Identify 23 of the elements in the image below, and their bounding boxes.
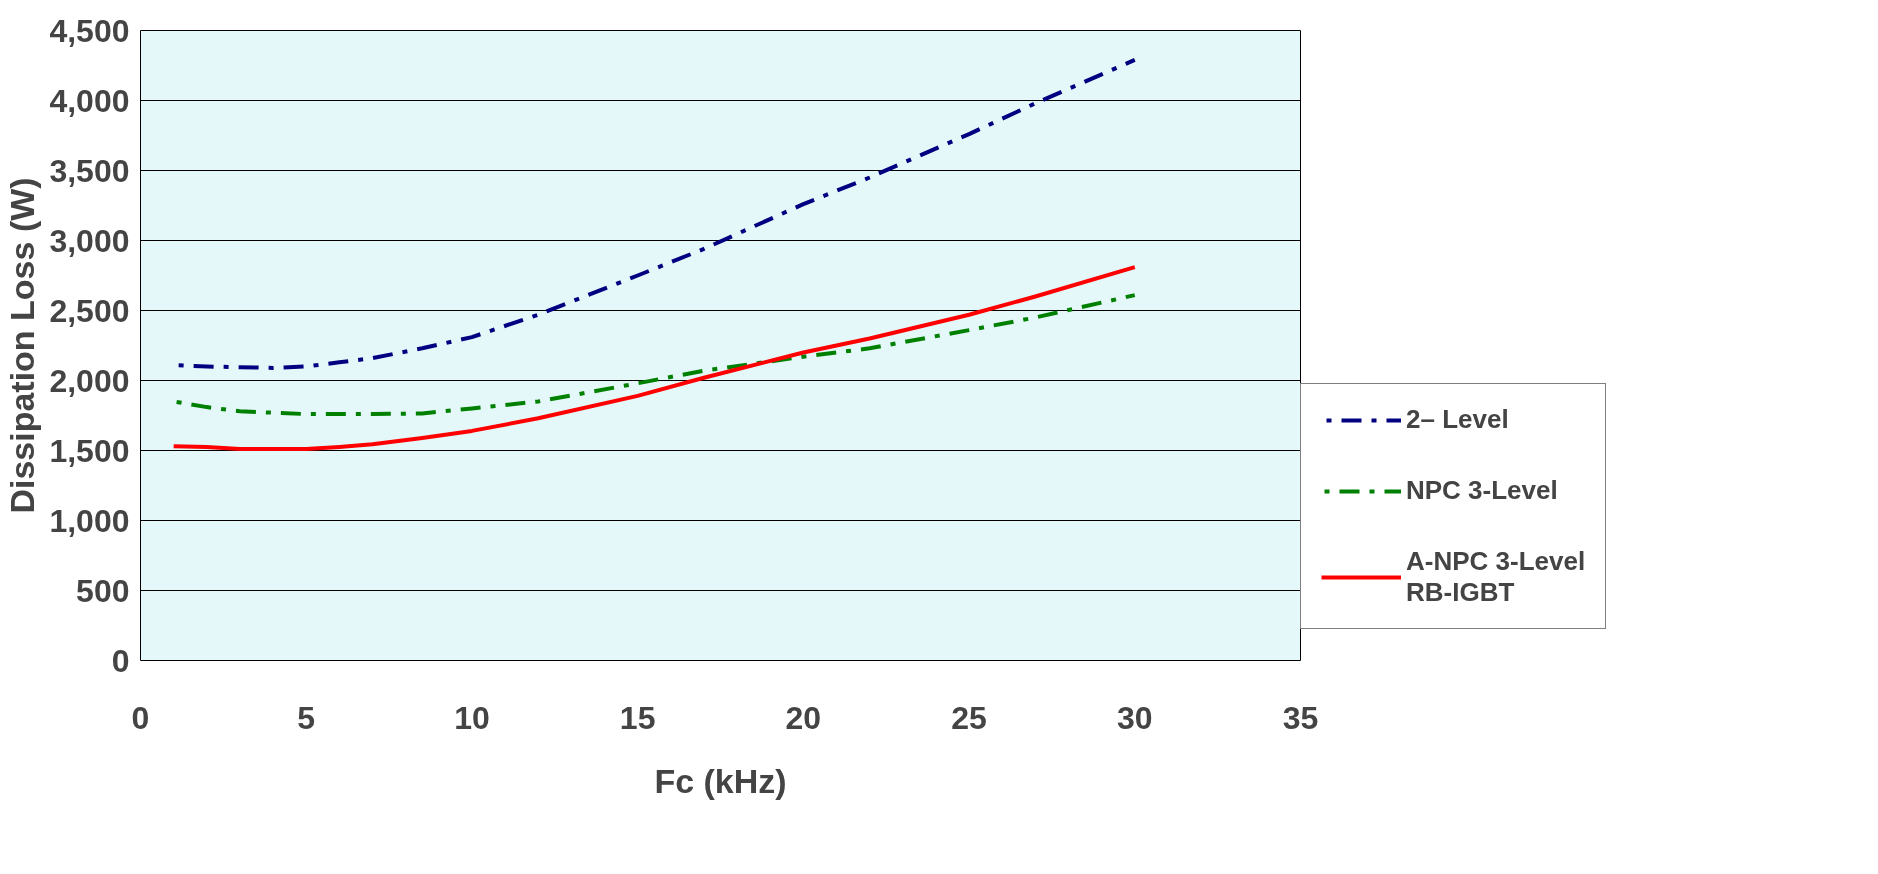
x-axis-title: Fc (kHz)	[654, 761, 787, 800]
y-tick-label: 500	[76, 572, 130, 609]
y-tick-label: 1,500	[49, 432, 130, 469]
y-tick-label: 2,500	[49, 292, 130, 329]
y-tick-label: 4,500	[49, 12, 130, 49]
y-axis-title: Dissipation Loss (W)	[3, 177, 42, 514]
legend-label: 2– Level	[1406, 404, 1509, 435]
line-series	[171, 265, 1137, 452]
y-tick-label: 2,000	[49, 362, 130, 399]
x-tick-label: 25	[951, 699, 987, 736]
y-tick-label: 4,000	[49, 82, 130, 119]
x-tick-label: 15	[619, 699, 656, 736]
x-tick-label: 10	[454, 699, 490, 736]
x-tick-label: 35	[1282, 699, 1319, 736]
y-tick-label: 0	[111, 642, 130, 679]
x-tick-label: 30	[1116, 699, 1153, 736]
legend-label: A-NPC 3-Level RB-IGBT	[1406, 546, 1586, 608]
x-tick-label: 20	[785, 699, 822, 736]
y-tick-label: 3,000	[49, 222, 130, 259]
y-tick-label: 3,500	[49, 152, 130, 189]
y-tick-label: 1,000	[49, 502, 130, 539]
x-tick-label: 5	[297, 699, 316, 736]
legend-label: NPC 3-Level	[1406, 475, 1558, 506]
